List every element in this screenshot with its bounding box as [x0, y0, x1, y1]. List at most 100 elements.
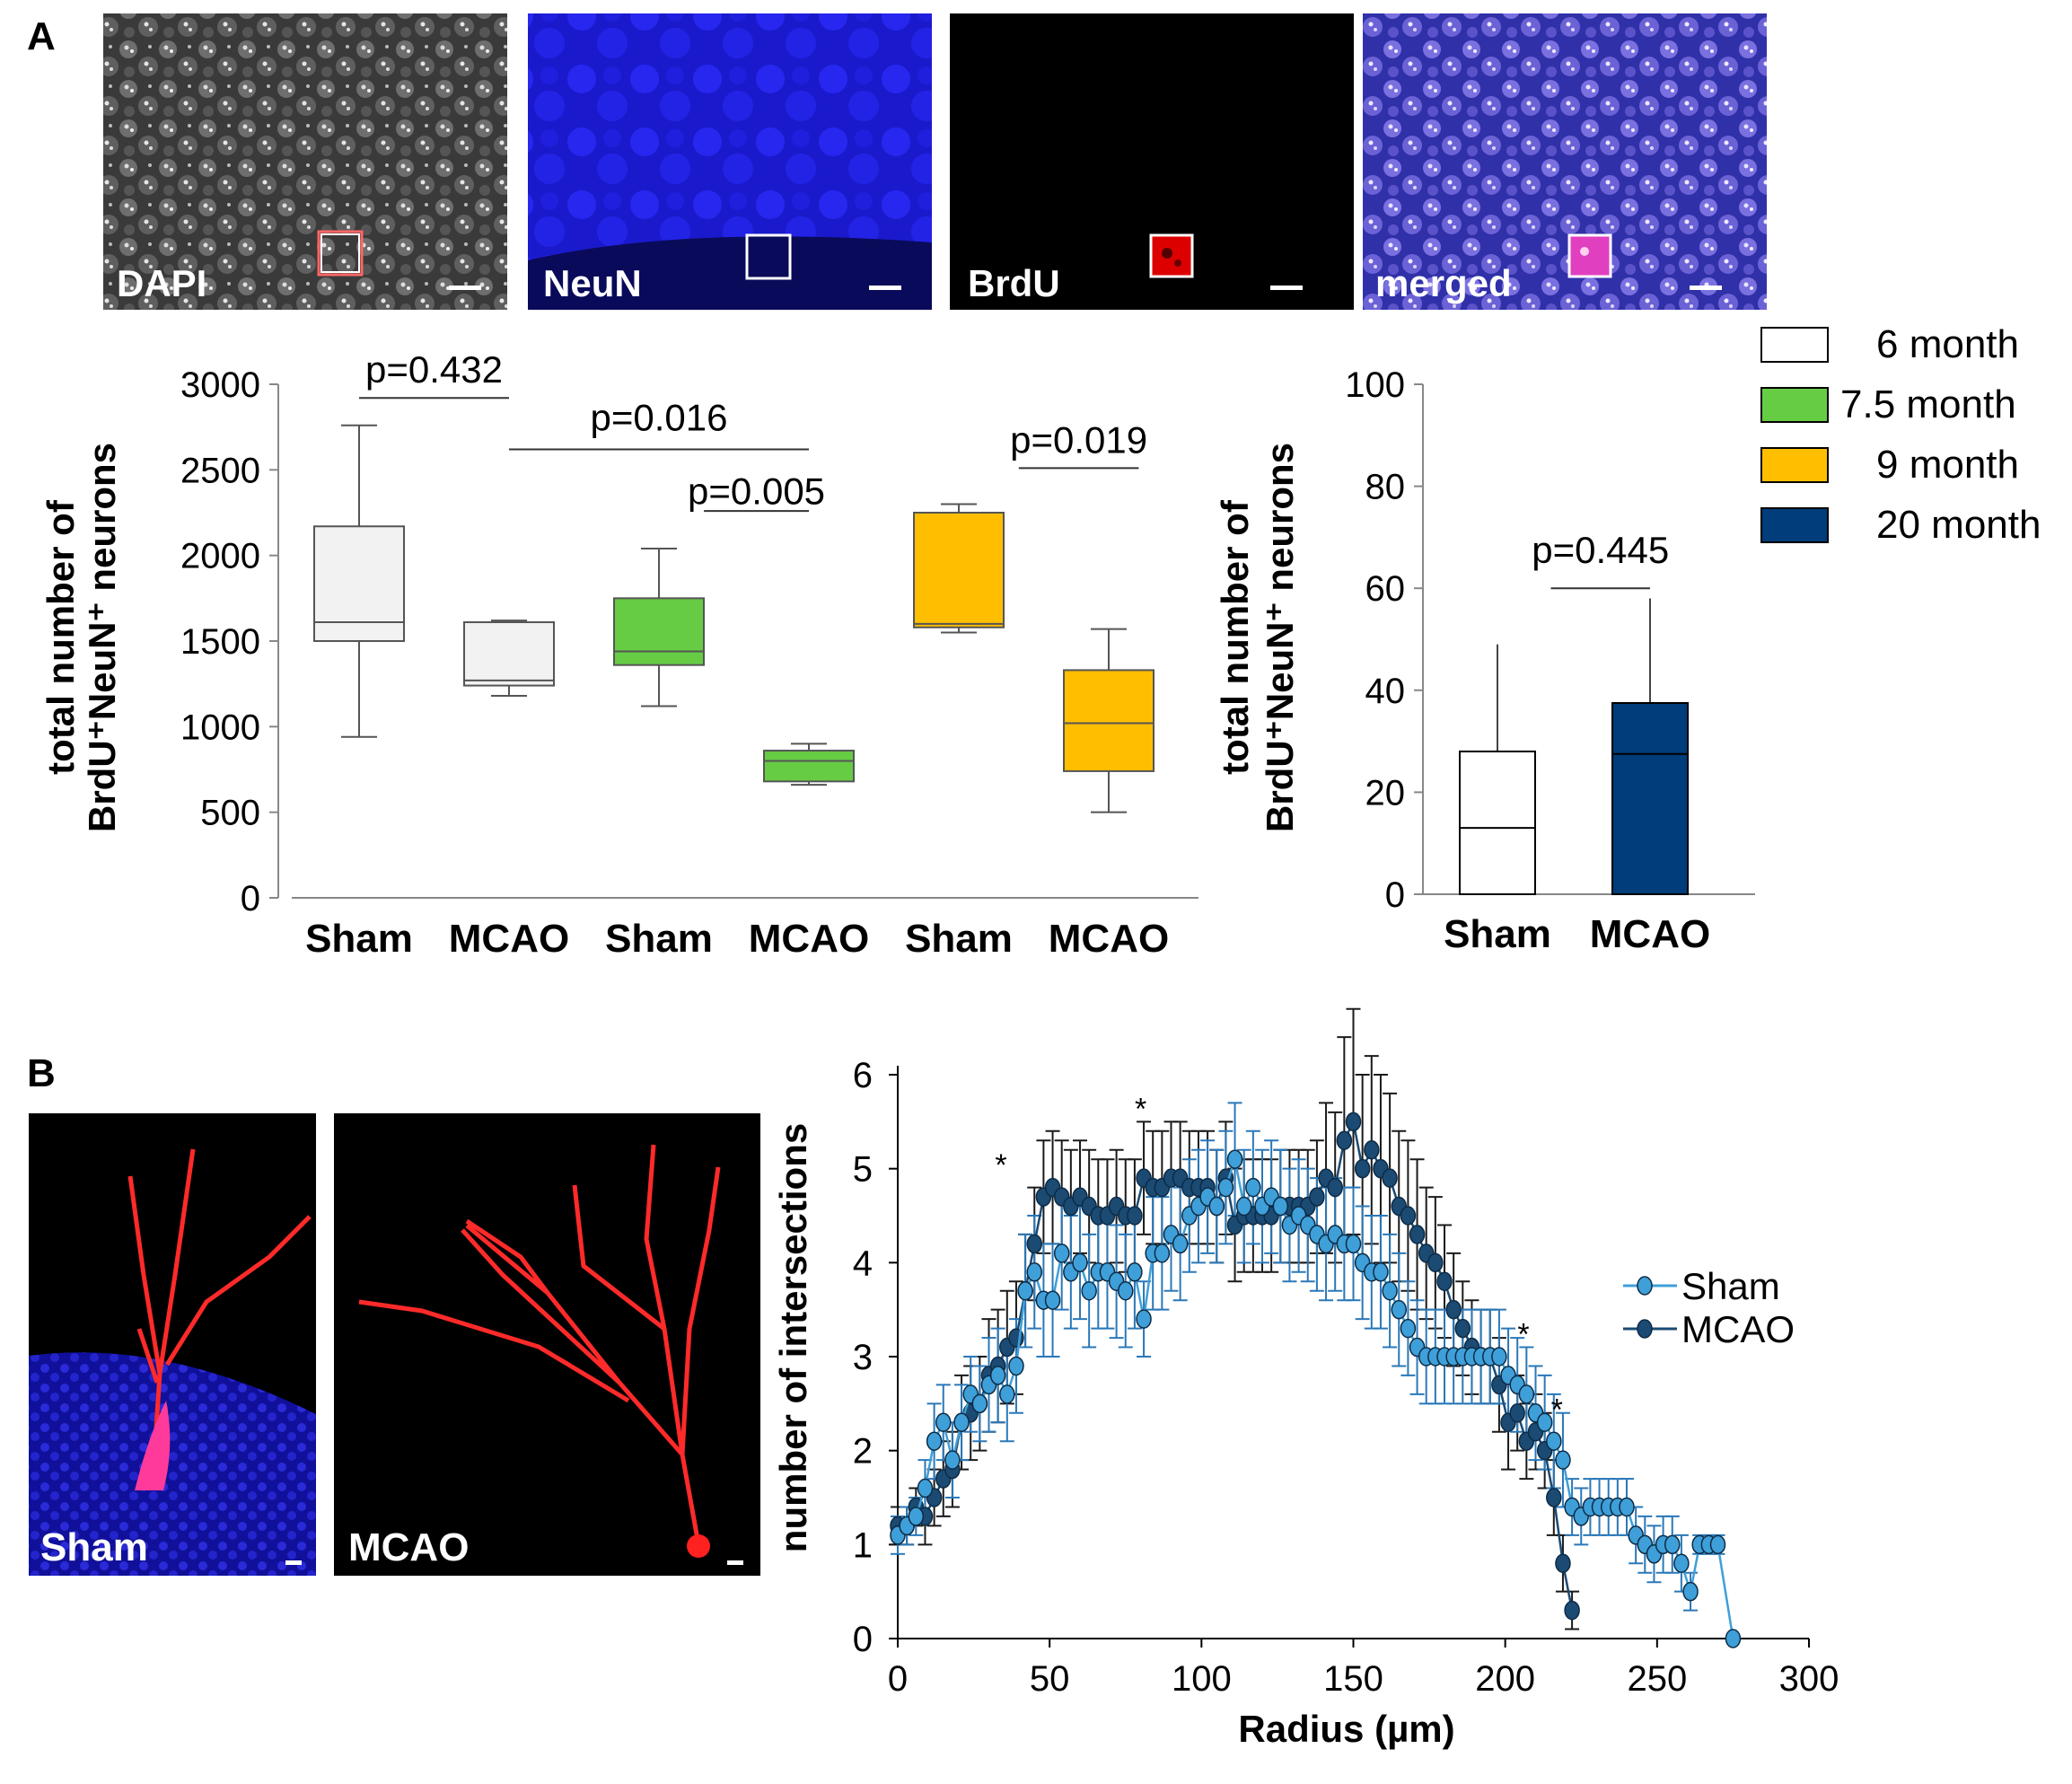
sholl-point-sham	[1619, 1497, 1635, 1517]
sholl-x-tick-label: 200	[1475, 1659, 1535, 1699]
boxplot-x-tick-label: MCAO	[449, 917, 569, 961]
boxplot-y-tick-label: 2500	[180, 451, 260, 490]
sholl-y-tick-label: 1	[853, 1525, 873, 1565]
sholl-point-sham	[1026, 1262, 1042, 1282]
boxplot-x-tick-label: MCAO	[1049, 917, 1169, 961]
sholl-point-sham	[1725, 1629, 1742, 1648]
sholl-point-mcao	[1409, 1225, 1426, 1244]
sholl-point-sham	[1008, 1356, 1024, 1376]
barplot-ylabel-line2: BrdU⁺NeuN⁺ neurons	[1259, 443, 1301, 832]
sholl-point-sham	[1518, 1384, 1535, 1404]
sholl-legend-label: Sham	[1681, 1265, 1780, 1307]
legend-entry-9-month: 9 month	[1760, 443, 2019, 487]
sholl-point-sham	[1664, 1534, 1681, 1555]
boxplot-x-tick-label: Sham	[305, 917, 413, 961]
sholl-chart: Radius (µm) number of intersections 0 1 2 3…	[772, 1007, 1839, 1750]
sholl-y-tick-label: 5	[853, 1150, 873, 1190]
sholl-point-sham	[935, 1412, 952, 1433]
sholl-point-mcao	[1354, 1158, 1371, 1179]
sholl-point-mcao	[1327, 1177, 1343, 1198]
sholl-point-sham	[1226, 1149, 1243, 1169]
sholl-point-sham	[1081, 1280, 1097, 1301]
boxplot-box	[463, 621, 555, 687]
sholl-point-sham	[1235, 1196, 1252, 1217]
sholl-significance-marker: *	[1135, 1092, 1146, 1126]
svg-text:7.5 month: 7.5 month	[1840, 382, 2016, 426]
boxplot-x-tick-label: Sham	[605, 917, 713, 961]
sholl-x-tick-label: 100	[1172, 1659, 1232, 1699]
sholl-point-mcao	[1345, 1112, 1362, 1132]
sholl-point-mcao	[1364, 1139, 1380, 1160]
sholl-point-sham	[1546, 1431, 1562, 1451]
sholl-point-sham	[1491, 1347, 1507, 1367]
legend-entry-6-month: 6 month	[1760, 322, 2019, 366]
sholl-point-mcao	[1309, 1187, 1325, 1207]
sholl-y-tick-label: 0	[853, 1620, 873, 1659]
barplot-y-tick-label: 60	[1365, 569, 1406, 609]
sholl-x-tick-label: 0	[888, 1659, 908, 1699]
boxplot-y-tick-label: 0	[241, 879, 260, 918]
sholl-point-sham	[1682, 1581, 1699, 1602]
svg-text:20 month: 20 month	[1876, 503, 2041, 547]
boxplot-box	[313, 525, 405, 643]
sholl-point-sham	[1391, 1299, 1407, 1320]
micrograph-label: NeuN	[543, 262, 642, 304]
micrograph-label: DAPI	[117, 262, 206, 304]
sholl-xlabel: Radius (µm)	[1238, 1708, 1454, 1750]
boxplot-p-value: p=0.016	[591, 396, 728, 438]
sholl-legend-swatch-marker	[1637, 1319, 1653, 1339]
sholl-x-tick-label: 300	[1779, 1659, 1839, 1699]
sholl-point-sham	[1345, 1234, 1362, 1254]
boxplot-x-tick-label: MCAO	[749, 917, 869, 961]
boxplot-y-tick-label: 500	[200, 794, 260, 833]
sholl-legend-label: MCAO	[1681, 1308, 1795, 1350]
sholl-point-sham	[944, 1450, 961, 1470]
boxplot-y-tick-label: 3000	[180, 365, 260, 405]
sholl-x-tick-label: 50	[1030, 1659, 1070, 1699]
boxplot-chart: total number of BrdU⁺NeuN⁺ neurons 0 500 1…	[40, 348, 1198, 961]
sholl-x-tick-label: 150	[1323, 1659, 1383, 1699]
sholl-x-tick-label: 250	[1627, 1659, 1687, 1699]
sholl-point-sham	[1709, 1534, 1726, 1555]
sholl-point-sham	[1053, 1244, 1070, 1263]
sholl-point-sham	[1272, 1196, 1289, 1217]
sholl-point-sham	[999, 1384, 1015, 1404]
svg-text:6 month: 6 month	[1876, 322, 2019, 366]
barplot-y-tick-label: 80	[1365, 468, 1406, 507]
boxplot-box	[913, 512, 1005, 628]
barplot-y-tick-label: 100	[1345, 365, 1405, 405]
boxplot-box	[613, 597, 705, 666]
sholl-point-mcao	[1564, 1600, 1580, 1621]
sholl-point-mcao	[1336, 1130, 1353, 1151]
micrograph-label: Sham	[40, 1525, 148, 1569]
svg-text:9 month: 9 month	[1876, 443, 2019, 487]
sholl-point-mcao	[1454, 1318, 1471, 1339]
sholl-point-sham	[1245, 1177, 1261, 1198]
sholl-y-tick-label: 6	[853, 1056, 873, 1095]
barplot-y-tick-label: 0	[1385, 875, 1405, 915]
sholl-point-sham	[908, 1507, 925, 1526]
sholl-point-sham	[1127, 1262, 1143, 1282]
sholl-point-sham	[1136, 1309, 1152, 1329]
sholl-point-mcao	[1555, 1553, 1571, 1574]
micrograph-label: merged	[1375, 262, 1512, 304]
sholl-significance-marker: *	[1517, 1318, 1529, 1352]
age-legend: 6 month 7.5 month 9 month 20 month	[1760, 322, 2041, 547]
sholl-point-mcao	[1509, 1403, 1525, 1423]
sholl-point-mcao	[1445, 1299, 1462, 1320]
sholl-point-sham	[926, 1431, 943, 1451]
boxplot-y-tick-label: 2000	[180, 537, 260, 576]
sholl-point-sham	[1154, 1244, 1171, 1263]
barplot-x-tick-label: Sham	[1444, 912, 1551, 956]
sholl-point-sham	[953, 1412, 970, 1433]
sholl-point-mcao	[1382, 1168, 1398, 1188]
panel-letter-a: A	[27, 14, 56, 58]
micrograph-label: MCAO	[348, 1525, 469, 1569]
sholl-point-mcao	[1127, 1206, 1143, 1226]
sholl-point-sham	[1118, 1280, 1134, 1301]
sholl-point-sham	[1555, 1450, 1571, 1470]
sholl-point-sham	[1208, 1196, 1225, 1217]
barplot-chart: total number of BrdU⁺NeuN⁺ neurons 0 20 40…	[1214, 365, 1755, 956]
barplot-p-value: p=0.445	[1532, 529, 1669, 571]
